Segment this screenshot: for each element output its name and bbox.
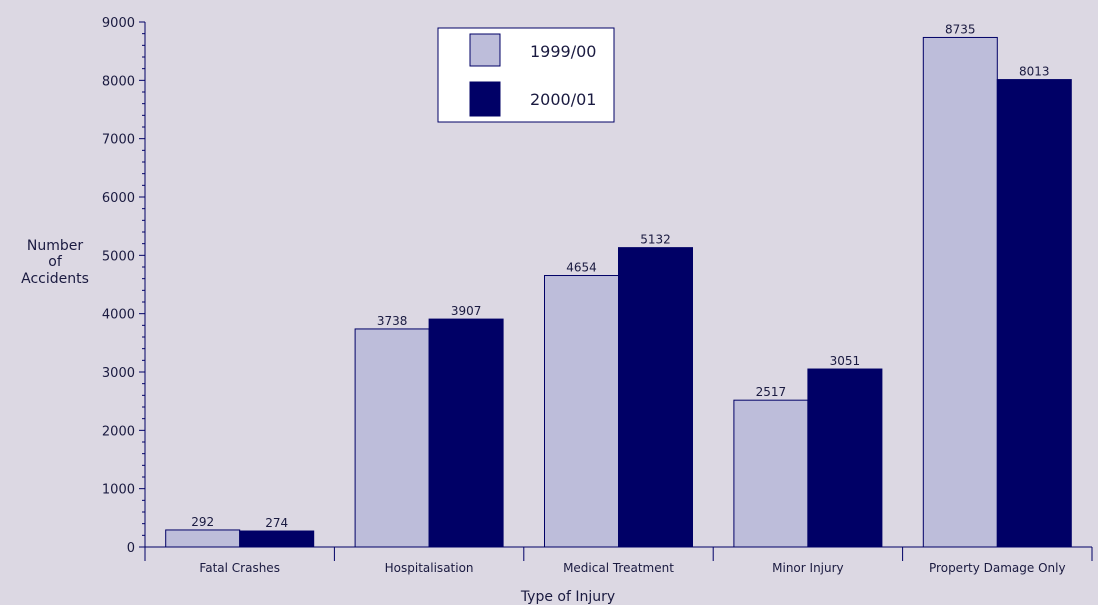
value-label-hospitalisation-1999-00: 3738 <box>377 314 408 328</box>
y-tick-label-6000: 6000 <box>102 191 135 206</box>
legend-swatch-2000-01 <box>469 81 501 117</box>
bar-hospitalisation-2000-01 <box>428 318 504 548</box>
legend-label-1999-00: 1999/00 <box>530 42 596 61</box>
y-tick-label-4000: 4000 <box>102 308 135 323</box>
y-tick-label-5000: 5000 <box>102 249 135 264</box>
legend-box <box>437 27 615 123</box>
value-label-property-damage-only-2000-01: 8013 <box>1019 65 1050 79</box>
y-tick-label-3000: 3000 <box>102 366 135 381</box>
y-axis-title-line-3: Accidents <box>21 271 89 287</box>
bar-hospitalisation-1999-00 <box>354 328 430 548</box>
x-axis-title: Type of Injury <box>520 589 615 605</box>
value-label-fatal-crashes-2000-01: 274 <box>265 516 288 530</box>
bar-fatal-crashes-2000-01 <box>239 530 315 548</box>
legend: 1999/00 2000/01 <box>437 27 615 123</box>
value-labels-group: 292 274 3738 3907 4654 5132 2517 3051 8735 8013 <box>191 22 1049 530</box>
x-tick-label-fatal-crashes: Fatal Crashes <box>199 561 280 575</box>
bars-group <box>165 36 1072 548</box>
bar-property-damage-only-2000-01 <box>996 79 1072 548</box>
value-label-medical-treatment-2000-01: 5132 <box>640 233 671 247</box>
value-label-property-damage-only-1999-00: 8735 <box>945 22 976 36</box>
bar-property-damage-only-1999-00 <box>922 36 998 548</box>
y-tick-label-7000: 7000 <box>102 133 135 148</box>
x-tick-label-minor-injury: Minor Injury <box>772 561 844 575</box>
y-tick-label-9000: 9000 <box>102 16 135 31</box>
bar-medical-treatment-1999-00 <box>544 275 619 548</box>
value-label-fatal-crashes-1999-00: 292 <box>191 515 214 529</box>
value-label-hospitalisation-2000-01: 3907 <box>451 304 482 318</box>
legend-label-2000-01: 2000/01 <box>530 90 596 109</box>
bar-minor-injury-1999-00 <box>733 399 809 548</box>
y-tick-label-1000: 1000 <box>102 483 135 498</box>
x-tick-label-medical-treatment: Medical Treatment <box>563 561 674 575</box>
y-axis-title: Number of Accidents <box>21 238 89 287</box>
bar-medical-treatment-2000-01 <box>618 247 693 548</box>
value-label-medical-treatment-1999-00: 4654 <box>566 261 597 275</box>
y-tick-label-8000: 8000 <box>102 74 135 89</box>
bar-fatal-crashes-1999-00 <box>165 529 241 548</box>
value-label-minor-injury-2000-01: 3051 <box>830 354 861 368</box>
bar-minor-injury-2000-01 <box>807 368 883 548</box>
y-axis-title-line-2: of <box>48 254 63 270</box>
axes-group: Fatal Crashes Hospitalisation Medical Trea… <box>102 16 1093 575</box>
y-axis-title-line-1: Number <box>27 238 83 254</box>
x-tick-label-property-damage-only: Property Damage Only <box>929 561 1066 575</box>
y-tick-label-0: 0 <box>127 541 135 556</box>
y-tick-label-2000: 2000 <box>102 424 135 439</box>
legend-swatch-1999-00 <box>469 33 501 67</box>
value-label-minor-injury-1999-00: 2517 <box>756 385 787 399</box>
x-tick-label-hospitalisation: Hospitalisation <box>385 561 474 575</box>
